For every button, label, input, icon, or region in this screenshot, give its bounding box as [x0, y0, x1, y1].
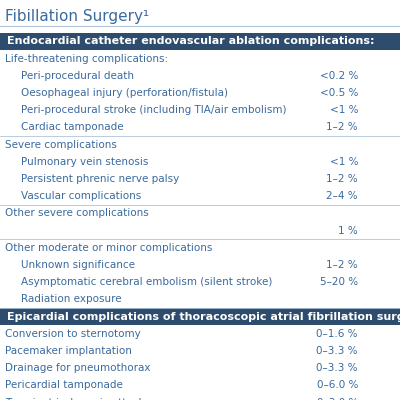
Text: 1 %: 1 %	[338, 226, 358, 236]
Text: Persistent phrenic nerve palsy: Persistent phrenic nerve palsy	[21, 174, 179, 184]
Text: <1 %: <1 %	[330, 105, 358, 115]
Text: Vascular complications: Vascular complications	[21, 191, 141, 201]
Text: Pacemaker implantation: Pacemaker implantation	[5, 346, 132, 356]
Text: 1–2 %: 1–2 %	[326, 122, 358, 132]
Text: Oesophageal injury (perforation/fistula): Oesophageal injury (perforation/fistula)	[21, 88, 228, 98]
Text: Conversion to sternotomy: Conversion to sternotomy	[5, 329, 140, 339]
Text: Endocardial catheter endovascular ablation complications:: Endocardial catheter endovascular ablati…	[7, 36, 374, 46]
Text: 5–20 %: 5–20 %	[320, 277, 358, 287]
Text: Epicardial complications of thoracoscopic atrial fibrillation surgery: Epicardial complications of thoracoscopi…	[7, 312, 400, 322]
Text: Fibillation Surgery¹: Fibillation Surgery¹	[5, 9, 149, 24]
Text: Life-threatening complications:: Life-threatening complications:	[5, 54, 168, 64]
Text: Transient ischaemic attack: Transient ischaemic attack	[5, 398, 144, 400]
Bar	[0, 33, 400, 50]
Text: 1–2 %: 1–2 %	[326, 260, 358, 270]
Text: Pericardial tamponade: Pericardial tamponade	[5, 380, 123, 390]
Text: 0–6.0 %: 0–6.0 %	[317, 380, 358, 390]
Text: <1 %: <1 %	[330, 157, 358, 167]
Text: Cardiac tamponade: Cardiac tamponade	[21, 122, 124, 132]
Text: 0–3.3 %: 0–3.3 %	[316, 346, 358, 356]
Text: Radiation exposure: Radiation exposure	[21, 294, 122, 304]
Text: Other severe complications: Other severe complications	[5, 208, 148, 218]
Text: Peri-procedural stroke (including TIA/air embolism): Peri-procedural stroke (including TIA/ai…	[21, 105, 286, 115]
Text: 0–3.0 %: 0–3.0 %	[317, 398, 358, 400]
Text: Other moderate or minor complications: Other moderate or minor complications	[5, 243, 212, 253]
Text: Pulmonary vein stenosis: Pulmonary vein stenosis	[21, 157, 148, 167]
Text: Drainage for pneumothorax: Drainage for pneumothorax	[5, 363, 150, 373]
Bar	[0, 308, 400, 325]
Text: Unknown significance: Unknown significance	[21, 260, 135, 270]
Text: 0–1.6 %: 0–1.6 %	[316, 329, 358, 339]
Text: <0.2 %: <0.2 %	[320, 71, 358, 81]
Text: <0.5 %: <0.5 %	[320, 88, 358, 98]
Text: Severe complications: Severe complications	[5, 140, 117, 150]
Text: 1–2 %: 1–2 %	[326, 174, 358, 184]
Text: 0–3.3 %: 0–3.3 %	[316, 363, 358, 373]
Text: Peri-procedural death: Peri-procedural death	[21, 71, 134, 81]
Text: 2–4 %: 2–4 %	[326, 191, 358, 201]
Text: Asymptomatic cerebral embolism (silent stroke): Asymptomatic cerebral embolism (silent s…	[21, 277, 272, 287]
